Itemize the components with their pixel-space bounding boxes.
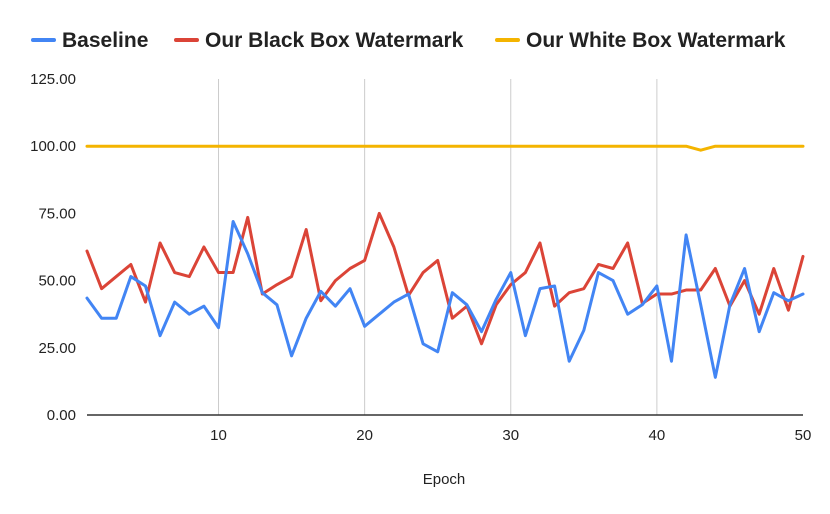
y-tick-label: 25.00 bbox=[38, 340, 76, 357]
our-white-box-watermark-line bbox=[85, 144, 805, 152]
y-tick-label: 50.00 bbox=[38, 273, 76, 290]
y-tick-label: 100.00 bbox=[30, 138, 76, 155]
chart-gridlines bbox=[218, 79, 658, 415]
chart-ticks: 0.00 25.00 50.00 75.00 100.00 125.00 10 20 30 40 5… bbox=[30, 71, 811, 444]
x-tick-label: 10 bbox=[210, 427, 227, 444]
x-tick-label: 20 bbox=[356, 427, 373, 444]
y-tick-label: 0.00 bbox=[47, 407, 76, 424]
chart-legend: Baseline Our Black Box Watermark Our White… bbox=[31, 29, 786, 52]
chart-series bbox=[85, 144, 805, 379]
legend-label-1: Baseline bbox=[62, 29, 148, 52]
baseline-line bbox=[85, 219, 805, 379]
x-tick-label: 40 bbox=[649, 427, 666, 444]
our-black-box-watermark-line bbox=[85, 211, 805, 346]
y-tick-label: 125.00 bbox=[30, 71, 76, 88]
x-axis-title: Epoch bbox=[423, 471, 466, 488]
x-tick-label: 50 bbox=[795, 427, 812, 444]
legend-label-3: Our White Box Watermark bbox=[526, 29, 786, 52]
legend-label-2: Our Black Box Watermark bbox=[205, 29, 464, 52]
y-tick-label: 75.00 bbox=[38, 205, 76, 222]
x-tick-label: 30 bbox=[502, 427, 519, 444]
